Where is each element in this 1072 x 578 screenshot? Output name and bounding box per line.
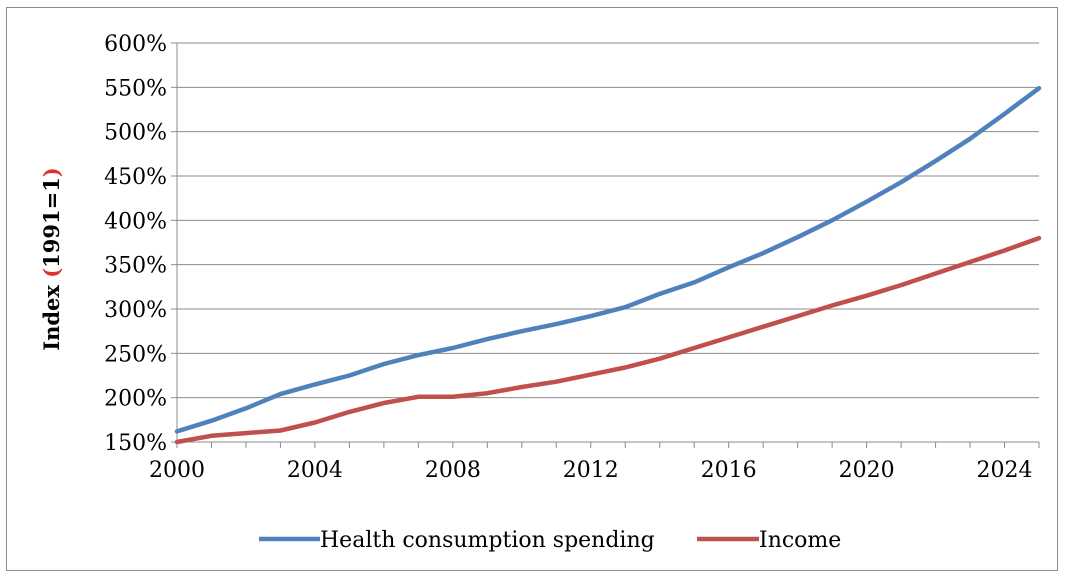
legend: Health consumption spending Income [259, 528, 841, 553]
legend-label: Health consumption spending [320, 528, 655, 553]
x-tick-label: 2016 [701, 458, 757, 483]
y-axis-label-open-paren: ( [39, 268, 64, 278]
series-line-health-spending [174, 85, 1042, 434]
y-tick-label: 250% [104, 342, 167, 367]
y-tick-label: 500% [104, 121, 167, 146]
y-axis-label: Index (1991=1) [39, 167, 64, 351]
y-tick-label: 200% [104, 387, 167, 412]
x-tick-label: 2000 [149, 458, 205, 483]
y-tick-label: 350% [104, 254, 167, 279]
x-tick-label: 2020 [839, 458, 895, 483]
y-axis-label-base-year: 1991=1 [39, 177, 64, 268]
legend-label: Income [759, 528, 841, 553]
y-axis-label-prefix: Index [39, 278, 64, 351]
axes [171, 42, 1040, 448]
x-tick-label: 2008 [425, 458, 481, 483]
y-tick-label: 450% [104, 165, 167, 190]
legend-item: Health consumption spending [259, 528, 655, 553]
chart-area: 150% 200% 250% 300% 350% 400% 450% 500% 550% 600%… [6, 7, 1058, 571]
y-axis-label-close-paren: ) [39, 167, 64, 177]
y-tick-label: 600% [104, 32, 167, 57]
series-line-income [174, 235, 1042, 445]
y-tick-label: 550% [104, 76, 167, 101]
legend-item: Income [697, 528, 841, 553]
y-tick-label: 150% [104, 431, 167, 456]
data-series [174, 85, 1042, 445]
x-tick-label: 2012 [563, 458, 619, 483]
x-tick-label: 2004 [287, 458, 343, 483]
line-chart: 150% 200% 250% 300% 350% 400% 450% 500% 550% 600%… [39, 32, 1042, 553]
y-tick-label: 300% [104, 298, 167, 323]
gridlines [177, 42, 1039, 443]
y-tick-label: 400% [104, 209, 167, 234]
x-tick-label: 2024 [977, 458, 1033, 483]
y-axis-tick-labels: 150% 200% 250% 300% 350% 400% 450% 500% 550% 600% [104, 32, 167, 456]
x-axis-tick-labels: 2000 2004 2008 2012 2016 2020 2024 [149, 458, 1033, 483]
